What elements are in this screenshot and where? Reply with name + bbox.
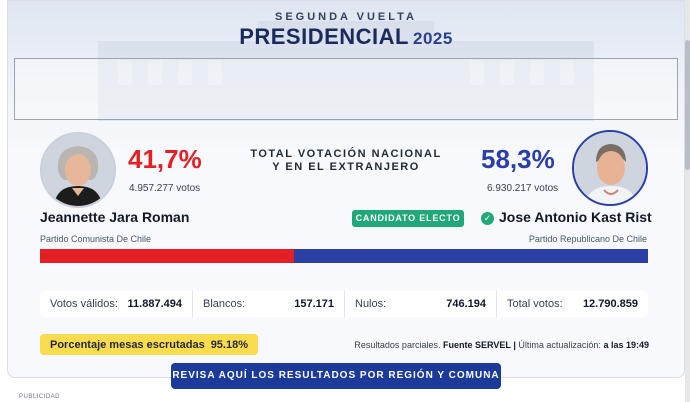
stat-blank-value: 157.171 <box>294 298 334 310</box>
stat-valid-value: 11.887.494 <box>127 298 182 310</box>
results-panel: SEGUNDA VUELTA PRESIDENCIAL 2025 41,7% 4.… <box>7 0 685 378</box>
percent-jara: 41,7% <box>128 144 202 174</box>
name-jara: Jeannette Jara Roman <box>40 209 190 225</box>
ad-placeholder <box>14 58 678 120</box>
check-icon: ✓ <box>481 212 494 225</box>
stat-null-label: Nulos: <box>355 298 387 310</box>
scrutiny-label: Porcentaje mesas escrutadas <box>50 338 205 351</box>
title-year: 2025 <box>412 29 453 48</box>
party-kast: Partido Republicano De Chile <box>528 234 647 244</box>
partial-source: Fuente SERVEL <box>442 340 511 350</box>
title-text: PRESIDENCIAL <box>239 24 409 49</box>
partial-time: a las 19:49 <box>603 340 649 350</box>
party-jara: Partido Comunista De Chile <box>40 234 152 244</box>
partial-prefix: Resultados parciales. <box>354 340 441 350</box>
stat-null: Nulos: 746.194 <box>344 291 496 317</box>
stat-total: Total votos: 12.790.859 <box>496 291 648 317</box>
avatar-kast <box>572 130 648 206</box>
stat-valid: Votos válidos: 11.887.494 <box>40 291 192 317</box>
vote-share-jara <box>40 249 294 263</box>
stat-null-value: 746.194 <box>446 298 486 310</box>
name-kast: Jose Antonio Kast Rist <box>499 209 652 225</box>
vote-share-bar <box>40 249 648 263</box>
national-total-line1: TOTAL VOTACIÓN NACIONAL <box>250 148 442 160</box>
stat-blank-label: Blancos: <box>203 298 246 310</box>
scrutiny-value: 95.18% <box>210 338 248 351</box>
stat-total-label: Total votos: <box>507 298 563 310</box>
votes-kast: 6.930.217 votos <box>487 183 559 194</box>
avatar-jara <box>40 132 116 208</box>
elected-badge: CANDIDATO ELECTO <box>352 210 464 227</box>
percent-kast: 58,3% <box>481 144 555 174</box>
vote-stats: Votos válidos: 11.887.494 Blancos: 157.1… <box>40 291 648 317</box>
scrutiny-badge: Porcentaje mesas escrutadas 95.18% <box>40 334 258 355</box>
regional-results-button[interactable]: REVISA AQUÍ LOS RESULTADOS POR REGIÓN Y … <box>171 363 501 389</box>
scrollbar-thumb[interactable] <box>685 40 690 170</box>
scrollbar[interactable] <box>685 0 690 402</box>
stat-blank: Blancos: 157.171 <box>192 291 344 317</box>
page-title: PRESIDENCIAL 2025 <box>8 24 684 50</box>
stat-total-value: 12.790.859 <box>582 298 638 310</box>
palace-background <box>98 21 594 121</box>
votes-jara: 4.957.277 votos <box>129 183 201 194</box>
stat-valid-label: Votos válidos: <box>50 298 118 310</box>
national-total-line2: Y EN EL EXTRANJERO <box>272 161 420 173</box>
partial-update: Última actualización: <box>518 340 601 350</box>
vote-share-kast <box>293 249 648 263</box>
ad-label: PUBLICIDAD <box>19 394 61 400</box>
partial-separator: | <box>513 340 516 350</box>
partial-results-note: Resultados parciales. Fuente SERVEL | Úl… <box>354 340 649 350</box>
round-kicker: SEGUNDA VUELTA <box>274 11 418 23</box>
national-total-label: TOTAL VOTACIÓN NACIONAL Y EN EL EXTRANJE… <box>244 148 448 174</box>
